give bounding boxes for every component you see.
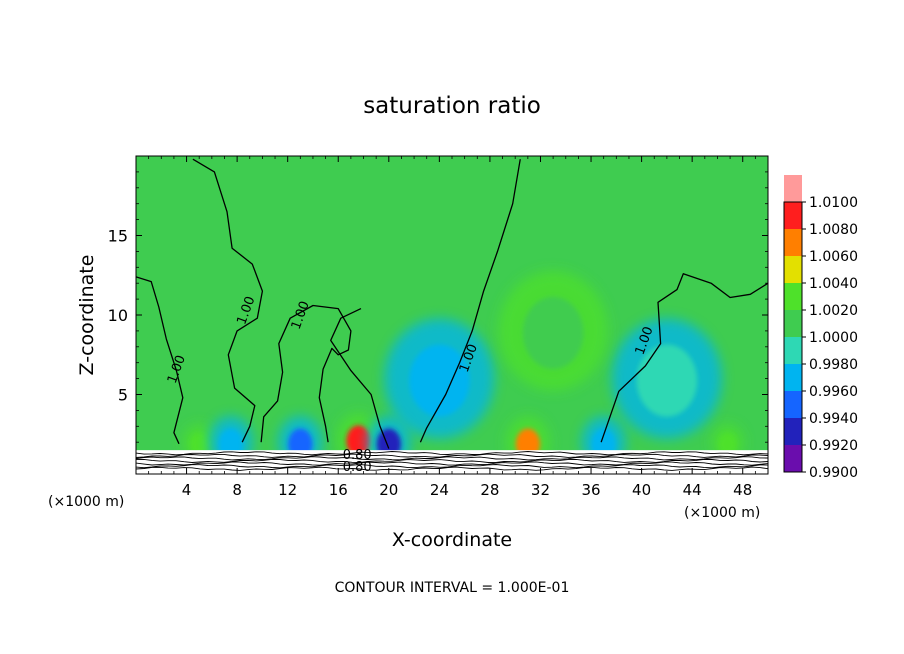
colorbar-swatch-1 — [784, 445, 802, 472]
contour-line-1 — [136, 276, 184, 445]
ground-contour-7 — [136, 466, 768, 471]
colorbar-swatch-5 — [784, 337, 802, 364]
x-tick-label: 4 — [182, 481, 192, 499]
field-minimum-8 — [409, 344, 470, 417]
chart-title: saturation ratio — [363, 93, 541, 119]
contour-interval-note: CONTOUR INTERVAL = 1.000E-01 — [335, 580, 570, 596]
x-tick-label: 12 — [278, 481, 297, 499]
x-tick-label: 36 — [581, 481, 600, 499]
field-maximum-2 — [346, 425, 371, 457]
colorbar-label: 1.0000 — [809, 330, 858, 346]
contour-line-5 — [600, 273, 768, 443]
colorbar-label: 0.9960 — [809, 384, 858, 400]
contour-line-6 — [330, 308, 390, 449]
colorbar-label: 1.0060 — [809, 249, 858, 265]
ground-contour-2 — [136, 453, 768, 458]
x-tick-label: 8 — [232, 481, 242, 499]
y-axis-label: Z-coordinate — [76, 255, 98, 376]
colorbar-swatch-2 — [784, 418, 802, 445]
x-tick-label: 24 — [430, 481, 449, 499]
x-unit-left: (×1000 m) — [48, 494, 124, 510]
colorbar-swatch-11 — [784, 175, 802, 202]
ground-contour-1 — [136, 451, 768, 456]
colorbar-swatch-6 — [784, 310, 802, 337]
x-tick-label: 16 — [329, 481, 348, 499]
ground-contour-6 — [136, 464, 768, 469]
colorbar-label: 1.0020 — [809, 303, 858, 319]
field-maximum-1 — [190, 433, 208, 456]
colorbar-swatch-4 — [784, 364, 802, 391]
x-axis-ticks: 4 8 12 16 20 24 28 32 36 40 44 48 — [148, 156, 756, 499]
colorbar-swatch-3 — [784, 391, 802, 418]
y-tick-label: 15 — [108, 227, 128, 246]
colorbar-swatch-8 — [784, 256, 802, 283]
colorbar-label: 1.0040 — [809, 276, 858, 292]
y-tick-label: 5 — [118, 386, 128, 405]
ground-contour-label-bottom: 0.80 — [343, 460, 372, 475]
ground-contour-3 — [136, 456, 768, 461]
y-tick-label: 10 — [108, 306, 128, 325]
ground-layer: 0.800.80 — [136, 448, 768, 475]
x-unit-right: (×1000 m) — [684, 505, 760, 521]
contour-line-4 — [419, 159, 521, 443]
colorbar-swatch-7 — [784, 283, 802, 310]
x-axis-label: X-coordinate — [392, 529, 512, 551]
field-maximum-4 — [718, 433, 737, 456]
ground-contour-label-top: 0.80 — [343, 448, 372, 463]
colorbar-label: 1.0080 — [809, 222, 858, 238]
colorbar-label: 1.0100 — [809, 195, 858, 211]
field-maximum-11 — [522, 296, 584, 369]
plot-area: 0.800.80 1.001.00 1.001.001.00 4 8 12 16 20 24… — [108, 155, 769, 499]
x-tick-label: 40 — [632, 481, 651, 499]
x-tick-label: 28 — [480, 481, 499, 499]
ground-contour-5 — [136, 461, 768, 466]
contour-line-2 — [192, 158, 264, 443]
contour-line-3 — [260, 304, 352, 443]
x-tick-label: 44 — [683, 481, 702, 499]
y-axis-ticks: 5 10 15 — [108, 171, 768, 459]
colorbar-label: 0.9940 — [809, 411, 858, 427]
colorbar-swatch-10 — [784, 202, 802, 229]
x-tick-label: 32 — [531, 481, 550, 499]
colorbar: 0.9900 0.9920 0.9940 0.9960 0.9980 1.0000 1.00… — [783, 175, 858, 481]
x-tick-label: 20 — [379, 481, 398, 499]
colorbar-swatch-9 — [784, 229, 802, 256]
x-tick-label: 48 — [733, 481, 752, 499]
colorbar-label: 0.9980 — [809, 357, 858, 373]
colorbar-label: 0.9920 — [809, 438, 858, 454]
ground-contour-4 — [136, 458, 768, 463]
colorbar-label: 0.9900 — [809, 465, 858, 481]
field-minimum-10 — [636, 344, 698, 417]
